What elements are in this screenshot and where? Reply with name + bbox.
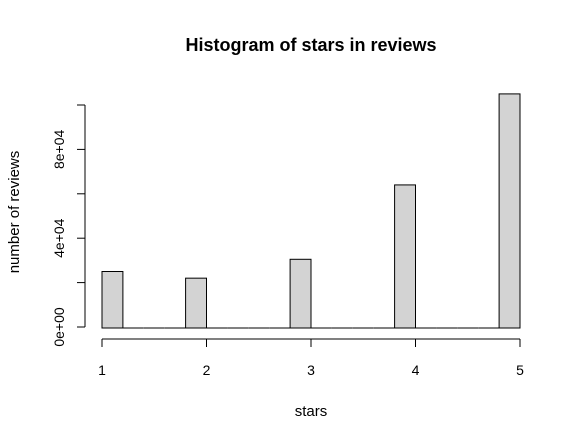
y-tick-label: 4e+04 [51,218,67,258]
x-tick-label: 1 [98,362,106,378]
bars-layer [101,93,521,329]
histogram-bar [101,271,124,329]
histogram-bar [394,184,417,329]
y-axis-label: number of reviews [6,151,23,274]
histogram-bar [185,277,208,329]
y-tick-label: 0e+00 [51,307,67,347]
histogram-bar [498,93,521,329]
chart-title: Histogram of stars in reviews [185,35,436,55]
y-tick-label: 8e+04 [51,130,67,170]
x-tick-label: 4 [412,362,420,378]
x-axis-label: stars [295,403,328,420]
x-tick-label: 2 [203,362,211,378]
x-tick-label: 5 [516,362,524,378]
x-axis: 1 2 3 4 5 [98,338,524,378]
y-axis: 0e+00 4e+04 8e+04 [51,104,86,347]
x-tick-label: 3 [307,362,315,378]
histogram-bar [289,258,312,329]
